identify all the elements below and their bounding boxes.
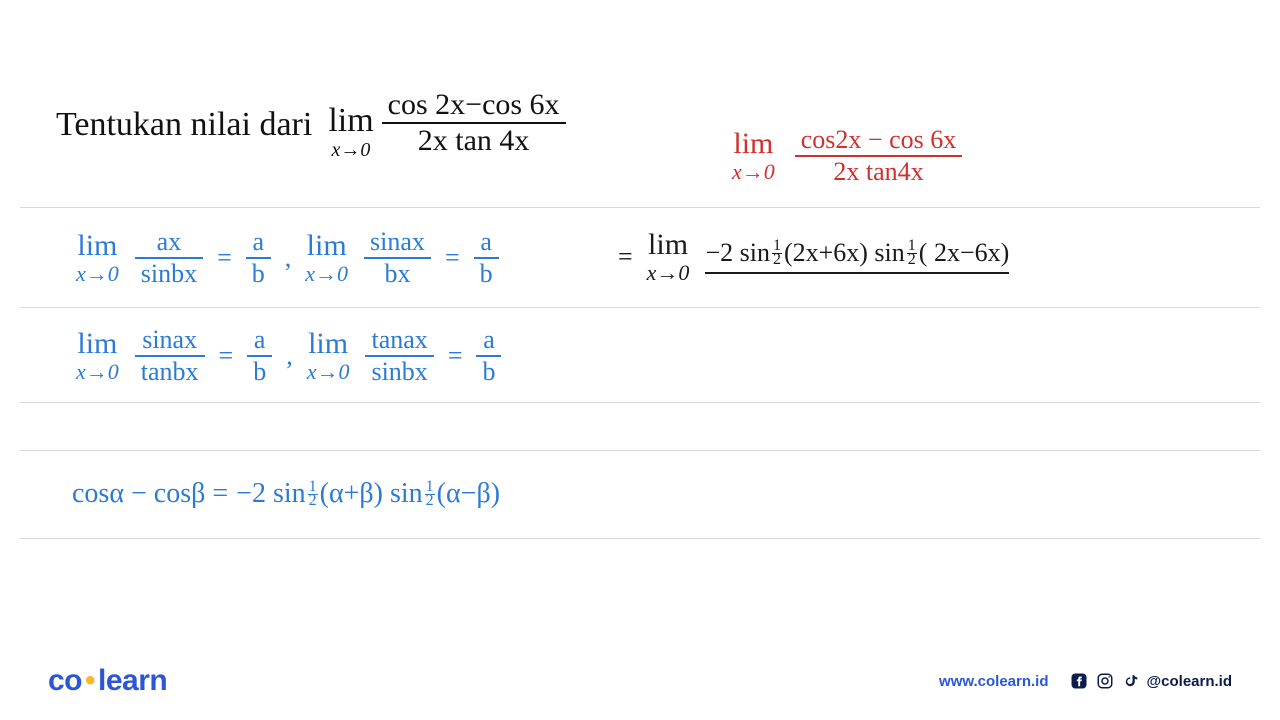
blue-formula-row2: lim x→0 sinax tanbx = a b , lim x→0 tana…	[72, 325, 505, 387]
half-fraction: 12	[772, 240, 782, 267]
facebook-icon	[1069, 671, 1089, 691]
problem-lead: Tentukan nilai dari	[56, 88, 318, 143]
rule-line	[20, 402, 1260, 403]
black-step: = lim x→0 −2 sin 12 (2x+6x) sin 12 ( 2x−…	[608, 230, 1009, 284]
instagram-icon	[1095, 671, 1115, 691]
rule-line	[20, 538, 1260, 539]
red-expression: lim x→0 cos2x − cos 6x 2x tan4x	[728, 125, 966, 187]
half-fraction: 12	[907, 240, 917, 267]
footer-url: www.colearn.id	[939, 673, 1048, 690]
rule-line	[20, 207, 1260, 208]
brand-logo: co • learn	[48, 664, 167, 698]
tiktok-icon	[1121, 671, 1141, 691]
black-lim-block: lim x→0	[643, 230, 694, 284]
footer: co • learn www.colearn.id @colearn.id	[0, 664, 1280, 698]
black-numerator: −2 sin 12 (2x+6x) sin 12 ( 2x−6x)	[705, 240, 1009, 275]
problem-limit: lim x→0	[324, 88, 377, 160]
footer-right: www.colearn.id @colearn.id	[939, 671, 1232, 691]
red-lim-block: lim x→0	[728, 129, 779, 183]
red-fraction: cos2x − cos 6x 2x tan4x	[791, 125, 966, 187]
half-fraction: 12	[308, 481, 318, 508]
social-handle: @colearn.id	[1147, 673, 1232, 690]
problem-statement: Tentukan nilai dari lim x→0 cos 2x−cos 6…	[56, 88, 570, 160]
blue-formula-row1: lim x→0 ax sinbx = a b , lim x→0 sinax b…	[72, 227, 503, 289]
blue-identity: cosα − cosβ = −2 sin 12 (α+β) sin 12 (α−…	[72, 480, 500, 508]
rule-line	[20, 450, 1260, 451]
social-group: @colearn.id	[1069, 671, 1232, 691]
problem-fraction: cos 2x−cos 6x 2x tan 4x	[378, 88, 570, 158]
rule-line	[20, 307, 1260, 308]
half-fraction: 12	[425, 481, 435, 508]
whiteboard-page: Tentukan nilai dari lim x→0 cos 2x−cos 6…	[0, 0, 1280, 720]
